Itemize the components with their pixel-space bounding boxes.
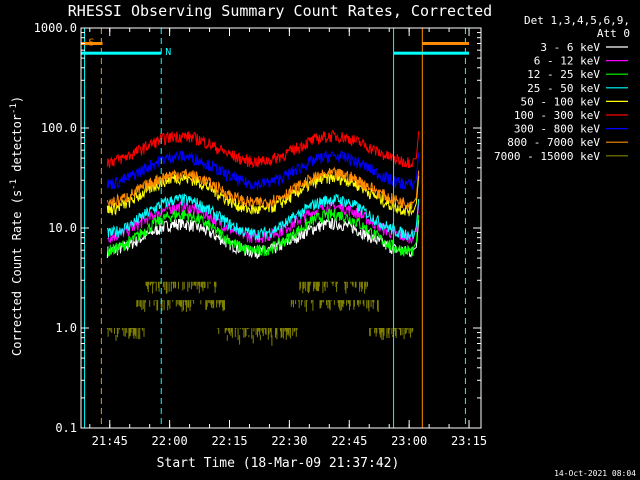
flag-bar-1 [81,51,162,55]
x-tick-label-3: 22:30 [271,434,307,448]
series-line-5 [106,129,420,170]
legend-entry-8: 7000 - 15000 keV [494,150,600,163]
legend-entry-2: 12 - 25 keV [527,68,600,81]
flag-label-n: N [165,47,171,58]
flag-bar-0 [81,41,103,45]
legend-entry-5: 100 - 300 keV [514,109,600,122]
y-tick-label-3: 1.0 [55,321,77,335]
series-line-7 [106,166,420,210]
x-tick-label-2: 22:15 [211,434,247,448]
footer-date: 14-Oct-2021 08:04 [554,469,636,478]
x-tick-label-6: 23:15 [451,434,487,448]
x-axis-label: Start Time (18-Mar-09 21:37:42) [157,456,400,471]
series-line-8 [106,281,414,346]
y-axis-label: Corrected Count Rate (s-1 detector-1) [9,96,24,356]
flag-label-s: S [89,37,95,48]
series-line-2 [106,208,420,257]
x-tick-label-0: 21:45 [92,434,128,448]
y-tick-label-2: 10.0 [48,221,77,235]
y-tick-label-1: 100.0 [41,121,77,135]
x-tick-label-5: 23:00 [391,434,427,448]
chart-title: RHESSI Observing Summary Count Rates, Co… [68,2,492,20]
legend-entry-0: 3 - 6 keV [540,41,600,54]
y-tick-label-0: 1000.0 [34,21,77,35]
legend-header-1: Att 0 [597,27,630,40]
flag-bar-2 [422,41,470,45]
legend-entry-3: 25 - 50 keV [527,82,600,95]
legend-entry-7: 800 - 7000 keV [507,136,600,149]
legend-entry-1: 6 - 12 keV [534,55,601,68]
series-line-6 [106,149,420,191]
legend-entry-6: 300 - 800 keV [514,123,600,136]
series-line-3 [106,193,420,241]
x-tick-label-1: 22:00 [152,434,188,448]
legend-header-0: Det 1,3,4,5,6,9, [524,14,630,27]
legend-entry-4: 50 - 100 keV [521,95,601,108]
x-tick-label-4: 22:45 [331,434,367,448]
flag-bar-3 [393,51,470,55]
series-line-4 [106,171,420,217]
series-line-1 [106,200,420,245]
y-tick-label-4: 0.1 [55,421,77,435]
